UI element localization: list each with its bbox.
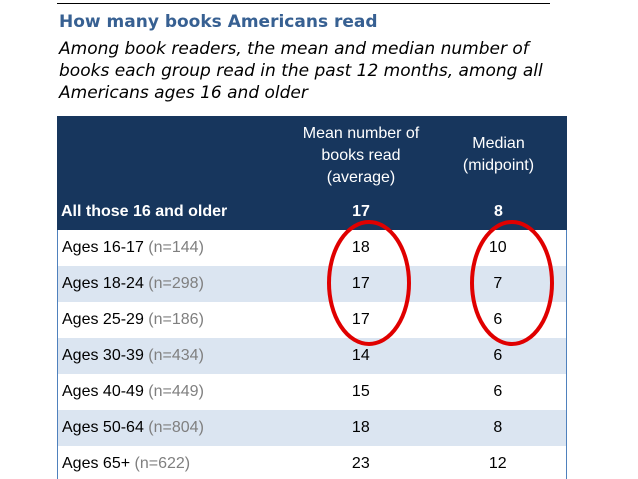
header-group [57, 116, 292, 193]
row-median: 7 [493, 275, 503, 292]
table-row: Ages 30-39 (n=434) 14 6 [58, 338, 566, 374]
row-label: Ages 16-17 [62, 239, 144, 256]
table-row: Ages 25-29 (n=186) 17 6 [58, 302, 566, 338]
row-median: 12 [488, 455, 507, 472]
header-mean: Mean number of books read (average) [292, 116, 430, 193]
row-label: Ages 25-29 [62, 311, 144, 328]
row-label: Ages 50-64 [62, 419, 144, 436]
summary-median: 8 [494, 202, 503, 220]
row-median: 6 [493, 311, 503, 328]
row-mean: 14 [351, 347, 370, 364]
row-n: (n=804) [148, 419, 204, 436]
row-n: (n=434) [148, 347, 204, 364]
row-median: 6 [493, 383, 503, 400]
header-median: Median (midpoint) [430, 116, 567, 193]
books-read-table: Mean number of books read (average) Medi… [57, 116, 567, 479]
row-mean: 17 [351, 275, 370, 292]
row-median: 10 [488, 239, 507, 256]
row-label: Ages 30-39 [62, 347, 144, 364]
row-label: Ages 18-24 [62, 275, 144, 292]
row-label: Ages 65+ [62, 455, 131, 472]
table-body: Ages 16-17 (n=144) 18 10 Ages 18-24 (n=2… [57, 230, 567, 479]
row-mean: 18 [351, 239, 370, 256]
table-row: Ages 18-24 (n=298) 17 7 [58, 266, 566, 302]
chart-subtitle: Among book readers, the mean and median … [59, 39, 543, 103]
table-row: Ages 65+ (n=622) 23 12 [58, 446, 566, 479]
summary-label: All those 16 and older [61, 202, 228, 220]
table-header-row: Mean number of books read (average) Medi… [57, 116, 567, 193]
row-median: 8 [493, 419, 503, 436]
table-row: Ages 40-49 (n=449) 15 6 [58, 374, 566, 410]
row-mean: 18 [351, 419, 370, 436]
row-mean: 15 [351, 383, 370, 400]
row-mean: 17 [351, 311, 370, 328]
header-mean-label: Mean number of books read (average) [302, 124, 420, 186]
header-median-label: Median (midpoint) [462, 134, 535, 174]
row-label: Ages 40-49 [62, 383, 144, 400]
summary-row: All those 16 and older 17 8 [57, 193, 567, 230]
table-row: Ages 16-17 (n=144) 18 10 [58, 230, 566, 266]
row-n: (n=449) [148, 383, 204, 400]
row-n: (n=186) [148, 311, 204, 328]
summary-mean: 17 [352, 202, 370, 220]
table-row: Ages 50-64 (n=804) 18 8 [58, 410, 566, 446]
row-mean: 23 [351, 455, 370, 472]
chart-title: How many books Americans read [59, 12, 378, 32]
row-median: 6 [493, 347, 503, 364]
row-n: (n=622) [134, 455, 191, 472]
row-n: (n=298) [148, 275, 204, 292]
top-rule [57, 3, 550, 4]
row-n: (n=144) [148, 239, 204, 256]
